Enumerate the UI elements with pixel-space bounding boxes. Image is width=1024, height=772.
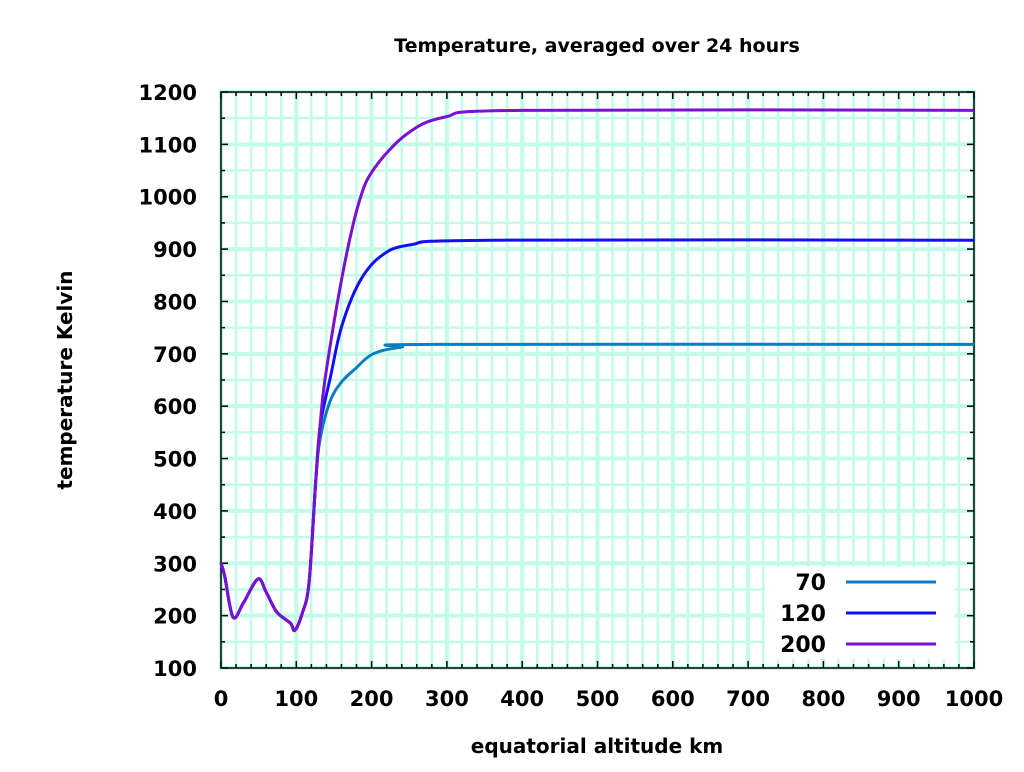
x-tick-label: 900 (877, 687, 921, 711)
x-tick-label: 300 (425, 687, 469, 711)
legend-label-70: 70 (795, 571, 826, 596)
y-tick-label: 100 (153, 657, 197, 681)
plot-border (220, 91, 975, 669)
y-tick-label: 500 (153, 448, 197, 472)
legend-label-200: 200 (780, 633, 826, 658)
y-tick-label: 1000 (139, 186, 197, 210)
x-tick-label: 200 (350, 687, 394, 711)
y-tick-label: 1100 (139, 133, 197, 157)
series-line-200 (219, 108, 975, 633)
chart-title: Temperature, averaged over 24 hours (394, 35, 800, 57)
y-tick-label: 600 (153, 395, 197, 419)
y-tick-label: 400 (153, 500, 197, 524)
x-tick-label: 500 (576, 687, 620, 711)
y-tick-label: 700 (153, 343, 197, 367)
x-tick-label: 1000 (945, 687, 1003, 711)
legend-label-120: 120 (780, 602, 826, 627)
y-tick-label: 800 (153, 290, 197, 314)
x-tick-label: 0 (214, 687, 229, 711)
y-tick-label: 200 (153, 605, 197, 629)
x-tick-label: 600 (651, 687, 695, 711)
x-tick-label: 700 (726, 687, 770, 711)
series-lines (219, 108, 975, 633)
x-tick-label: 400 (500, 687, 544, 711)
y-tick-label: 900 (153, 238, 197, 262)
y-tick-labels: 100 200 300 400 500 600 700 800 900 1000 1100 1200 (139, 81, 197, 681)
legend: 70 120 200 (780, 571, 936, 658)
x-tick-labels: 0 100 200 300 400 500 600 700 800 900 1000 (214, 687, 1004, 711)
x-axis-label: equatorial altitude km (471, 734, 724, 758)
y-tick-label: 1200 (139, 81, 197, 105)
x-tick-label: 100 (274, 687, 318, 711)
y-axis-label: temperature Kelvin (53, 270, 77, 489)
x-tick-label: 800 (801, 687, 845, 711)
y-tick-label: 300 (153, 552, 197, 576)
